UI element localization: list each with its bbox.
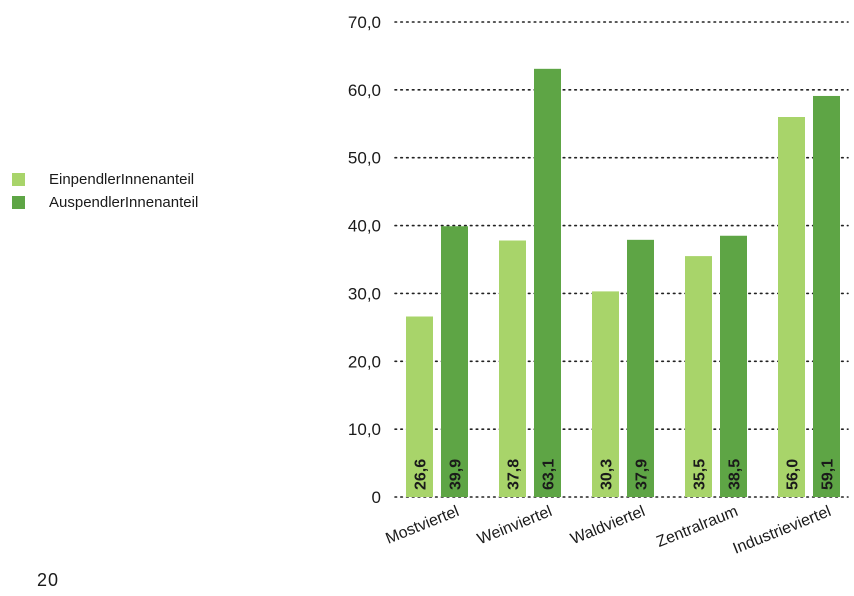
y-tick-label: 30,0: [348, 284, 381, 303]
y-tick-label: 70,0: [348, 13, 381, 32]
y-tick-label: 50,0: [348, 149, 381, 168]
data-label: 26,6: [413, 459, 430, 490]
data-label: 63,1: [541, 459, 558, 490]
y-tick-label: 20,0: [348, 352, 381, 371]
x-tick-label: Zentralraum: [654, 503, 740, 551]
legend-label-einpendler: EinpendlerInnenanteil: [49, 170, 195, 188]
y-tick-label: 60,0: [348, 81, 381, 100]
bar-1: [813, 95, 840, 497]
bar-1: [534, 68, 561, 498]
y-tick-label: 10,0: [348, 420, 381, 439]
data-label: 59,1: [820, 459, 837, 490]
data-label: 37,8: [506, 459, 523, 490]
legend: EinpendlerInnenanteil AuspendlerInnenant…: [12, 168, 198, 214]
bar-0: [406, 316, 433, 497]
legend-item-auspendler: AuspendlerInnenanteil: [12, 191, 198, 213]
bar-1: [720, 235, 747, 497]
bar-0: [778, 117, 805, 497]
legend-swatch-auspendler: [12, 195, 25, 209]
y-tick-label: 0: [372, 488, 381, 507]
bar-0: [499, 240, 526, 497]
data-label: 35,5: [692, 459, 709, 490]
x-tick-label: Industrieviertel: [731, 503, 834, 558]
bar-0: [592, 291, 619, 497]
data-label: 37,9: [634, 459, 651, 490]
legend-swatch-einpendler: [12, 172, 25, 186]
data-label: 56,0: [785, 459, 802, 490]
legend-label-auspendler: AuspendlerInnenanteil: [49, 193, 199, 211]
data-label: 38,5: [727, 459, 744, 490]
y-tick-label: 40,0: [348, 217, 381, 236]
bar-1: [627, 239, 654, 498]
x-tick-label: Waldviertel: [568, 503, 647, 548]
page-number: 20: [37, 570, 60, 590]
data-label: 30,3: [599, 459, 616, 490]
bar-0: [685, 256, 712, 497]
legend-item-einpendler: EinpendlerInnenanteil: [12, 168, 198, 190]
x-tick-label: Weinviertel: [475, 503, 554, 548]
data-label: 39,9: [448, 459, 465, 490]
bar-1: [441, 226, 468, 497]
x-tick-label: Mostviertel: [383, 503, 461, 548]
